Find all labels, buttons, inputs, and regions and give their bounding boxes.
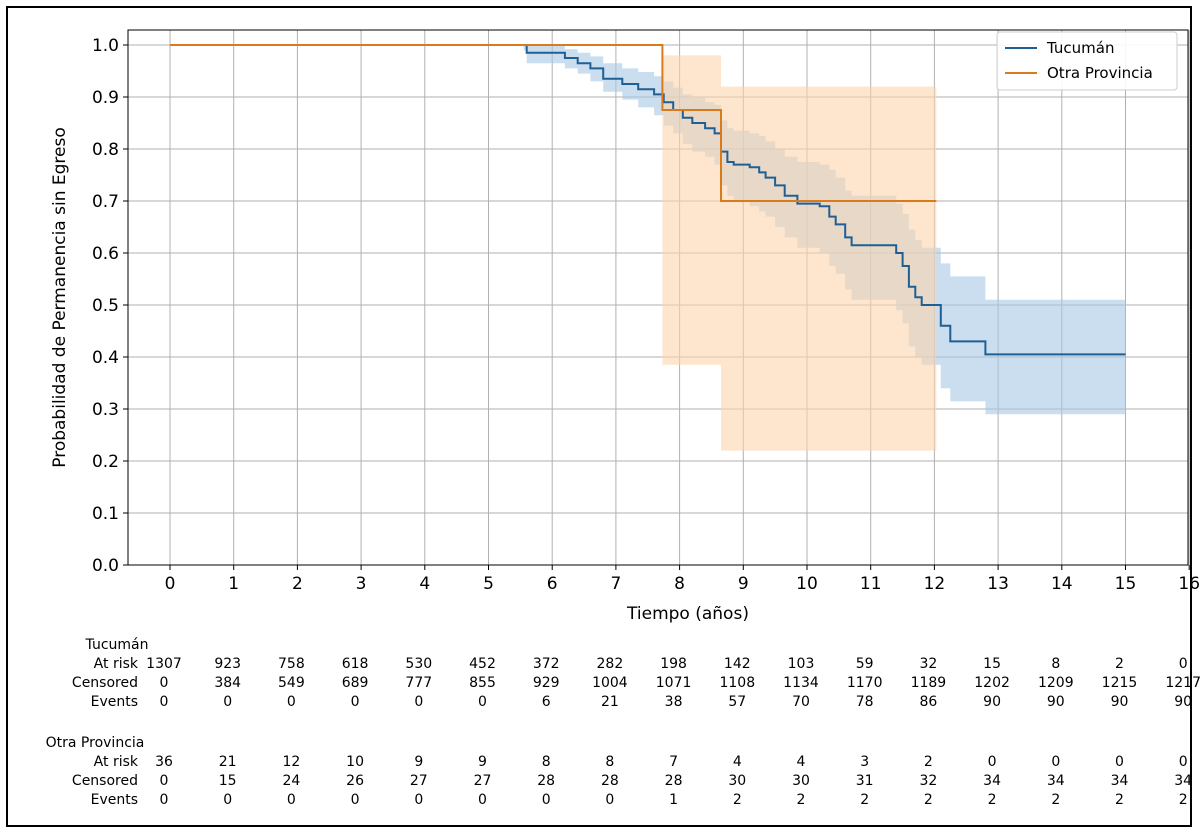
x-tick-label: 1 — [228, 574, 239, 594]
ci-band-otra-provincia — [170, 45, 937, 451]
y-tick-label: 0.1 — [92, 504, 119, 524]
x-tick-label: 12 — [924, 574, 946, 594]
x-tick-label: 5 — [483, 574, 494, 594]
survival-chart: 0 1 2 3 4 5 6 7 8 9 10 11 12 13 14 15 16 0.00.10.20.30.4… — [50, 29, 1200, 624]
y-tick-label: 0.0 — [92, 556, 119, 576]
y-ticks: 0.0 0.1 0.2 0.3 0.4 0.5 0.6 0.7 0.8 0.9 1.0 — [92, 36, 128, 576]
legend-label-otra-provincia: Otra Provincia — [1047, 64, 1153, 82]
confidence-bands — [170, 45, 1126, 451]
survival-curves — [170, 44, 1126, 356]
x-tick-label: 8 — [674, 574, 685, 594]
x-tick-label: 15 — [1115, 574, 1137, 594]
x-axis-label: Tiempo (años) — [626, 604, 749, 624]
ci-band-tucuman — [170, 45, 1126, 415]
y-tick-label: 0.7 — [92, 192, 119, 212]
y-tick-label: 0.6 — [92, 244, 119, 264]
y-tick-label: 0.8 — [92, 140, 119, 160]
y-tick-label: 0.2 — [92, 452, 119, 472]
x-tick-label: 11 — [860, 574, 882, 594]
x-tick-label: 13 — [987, 574, 1009, 594]
x-tick-label: 0 — [165, 574, 176, 594]
y-tick-label: 0.3 — [92, 400, 119, 420]
legend-label-tucuman: Tucumán — [1046, 39, 1114, 57]
legend-box — [996, 31, 1178, 91]
x-tick-label: 7 — [610, 574, 621, 594]
x-tick-label: 9 — [738, 574, 749, 594]
y-tick-label: 1.0 — [92, 36, 119, 56]
x-tick-label: 4 — [419, 574, 430, 594]
x-tick-label: 2 — [292, 574, 303, 594]
y-tick-label: 0.9 — [92, 88, 119, 108]
x-tick-label: 10 — [796, 574, 818, 594]
y-axis-label: Probabilidad de Permanencia sin Egreso — [50, 127, 70, 468]
y-tick-label: 0.5 — [92, 296, 119, 316]
legend: Tucumán Otra Provincia — [996, 31, 1178, 91]
survival-line-otra-provincia — [170, 44, 937, 202]
x-tick-label: 6 — [547, 574, 558, 594]
figure-frame — [6, 6, 1192, 827]
x-ticks: 0 1 2 3 4 5 6 7 8 9 10 11 12 13 14 15 16 — [165, 565, 1200, 594]
x-tick-label: 3 — [356, 574, 367, 594]
survival-line-tucuman — [170, 44, 1126, 356]
y-tick-label: 0.4 — [92, 348, 119, 368]
x-tick-label: 16 — [1178, 574, 1200, 594]
plot-area — [127, 29, 1189, 566]
x-tick-label: 14 — [1051, 574, 1073, 594]
